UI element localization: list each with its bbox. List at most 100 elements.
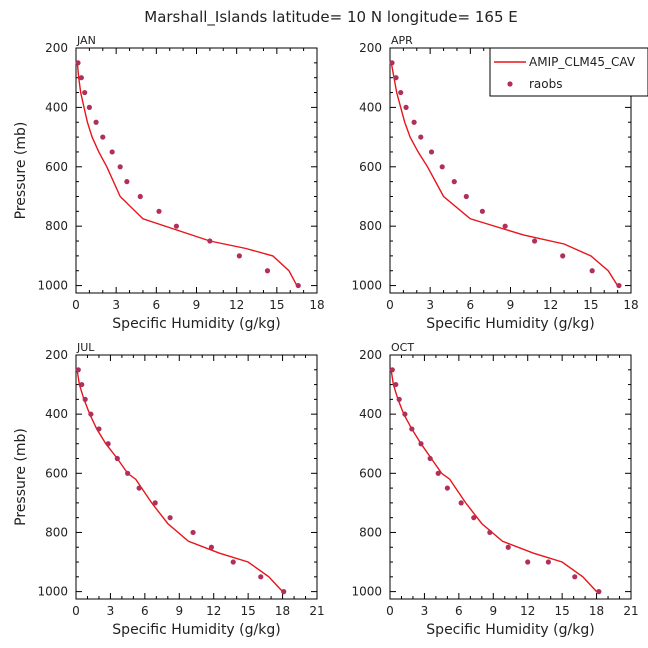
x-axis-label: Specific Humidity (g/kg)	[112, 622, 280, 638]
raobs-point	[560, 253, 566, 259]
raobs-point	[444, 485, 450, 491]
raobs-point	[596, 589, 602, 595]
raobs-point	[572, 574, 578, 580]
raobs-point	[156, 208, 162, 214]
legend-obs-label: raobs	[529, 77, 563, 91]
raobs-point	[124, 179, 130, 185]
x-tick-label: 3	[112, 298, 120, 312]
raobs-point	[93, 119, 99, 125]
raobs-point	[82, 396, 88, 402]
raobs-point	[236, 253, 242, 259]
x-tick-label: 6	[467, 298, 475, 312]
raobs-point	[545, 559, 551, 565]
x-tick-label: 12	[229, 298, 244, 312]
raobs-point	[532, 238, 538, 244]
raobs-point	[409, 426, 415, 432]
y-tick-label: 200	[359, 348, 382, 362]
x-tick-label: 9	[507, 298, 515, 312]
x-tick-label: 3	[426, 298, 434, 312]
raobs-point	[78, 75, 84, 81]
y-tick-label: 600	[45, 466, 68, 480]
x-tick-label: 18	[275, 604, 290, 618]
model-profile-line	[390, 369, 598, 593]
raobs-point	[616, 282, 622, 289]
y-tick-label: 600	[359, 466, 382, 480]
raobs-point	[458, 500, 464, 506]
panel-apr: APR 0 3 6 9 12 15 18 200 400 600 800 1000 Specific Hu…	[351, 34, 638, 332]
raobs-point	[75, 367, 81, 373]
raobs-point	[589, 268, 595, 274]
x-tick-label: 15	[583, 298, 598, 312]
x-tick-label: 18	[623, 298, 638, 312]
raobs-point	[75, 60, 81, 66]
y-tick-label: 200	[359, 41, 382, 55]
y-tick-label: 1000	[351, 279, 382, 293]
x-tick-label: 9	[175, 604, 183, 618]
raobs-point	[207, 238, 213, 244]
raobs-point	[403, 104, 409, 110]
y-tick-label: 600	[359, 160, 382, 174]
raobs-point	[152, 500, 158, 506]
raobs-point	[505, 544, 511, 550]
plot-frame	[75, 47, 318, 294]
panel-label: JAN	[76, 34, 96, 47]
y-tick-label: 800	[45, 219, 68, 233]
x-tick-label: 18	[589, 604, 604, 618]
y-tick-label: 400	[359, 407, 382, 421]
y-tick-label: 800	[359, 525, 382, 539]
x-tick-label: 12	[543, 298, 558, 312]
x-tick-label: 21	[309, 604, 324, 618]
y-tick-label: 400	[45, 407, 68, 421]
raobs-point	[114, 455, 120, 462]
x-tick-label: 21	[623, 604, 638, 618]
raobs-point	[105, 441, 111, 447]
raobs-point	[402, 411, 408, 417]
model-profile-line	[76, 62, 298, 286]
x-tick-label: 0	[72, 604, 80, 618]
panel-jul: JUL 0 3 6 9 12 15 18 21 200 400 600 800 1000 Specific …	[13, 341, 325, 638]
raobs-point	[418, 441, 424, 447]
panel-jan: JAN 0 3 6 9 12 15 18 200 400 600 800 1000 Specific Hu…	[13, 34, 325, 332]
raobs-point	[487, 529, 493, 536]
raobs-point	[109, 149, 115, 155]
x-tick-label: 0	[386, 298, 394, 312]
raobs-point	[208, 544, 215, 550]
raobs-point	[281, 589, 287, 595]
raobs-point	[439, 164, 445, 170]
x-tick-label: 18	[309, 298, 324, 312]
panel-oct: OCT 0 3 6 9 12 15 18 21 200 400 600 800 1000 Specific …	[351, 341, 638, 638]
x-tick-label: 0	[72, 298, 80, 312]
y-tick-label: 200	[45, 41, 68, 55]
x-tick-label: 6	[141, 604, 149, 618]
y-tick-label: 800	[45, 525, 68, 539]
x-tick-label: 9	[489, 604, 497, 618]
x-tick-label: 12	[206, 604, 221, 618]
raobs-point	[258, 574, 264, 580]
y-tick-label: 400	[359, 100, 382, 114]
legend-dot-swatch	[507, 81, 513, 87]
raobs-point	[463, 193, 469, 200]
raobs-point	[479, 208, 485, 214]
raobs-point	[389, 367, 395, 373]
raobs-point	[190, 529, 196, 536]
raobs-point	[393, 381, 399, 388]
y-tick-label: 1000	[351, 585, 382, 599]
panel-label: APR	[391, 34, 413, 47]
raobs-point	[86, 104, 92, 110]
x-tick-label: 12	[520, 604, 535, 618]
panel-label: JUL	[76, 341, 95, 354]
raobs-point	[411, 119, 417, 125]
raobs-point	[502, 223, 508, 229]
raobs-point	[427, 455, 433, 462]
raobs-point	[137, 193, 143, 200]
y-tick-label: 1000	[37, 279, 68, 293]
raobs-point	[173, 223, 180, 229]
raobs-point	[435, 470, 441, 476]
raobs-point	[167, 515, 173, 521]
x-tick-label: 15	[241, 604, 256, 618]
raobs-point	[100, 134, 106, 140]
x-tick-label: 15	[269, 298, 284, 312]
raobs-point	[525, 559, 531, 565]
